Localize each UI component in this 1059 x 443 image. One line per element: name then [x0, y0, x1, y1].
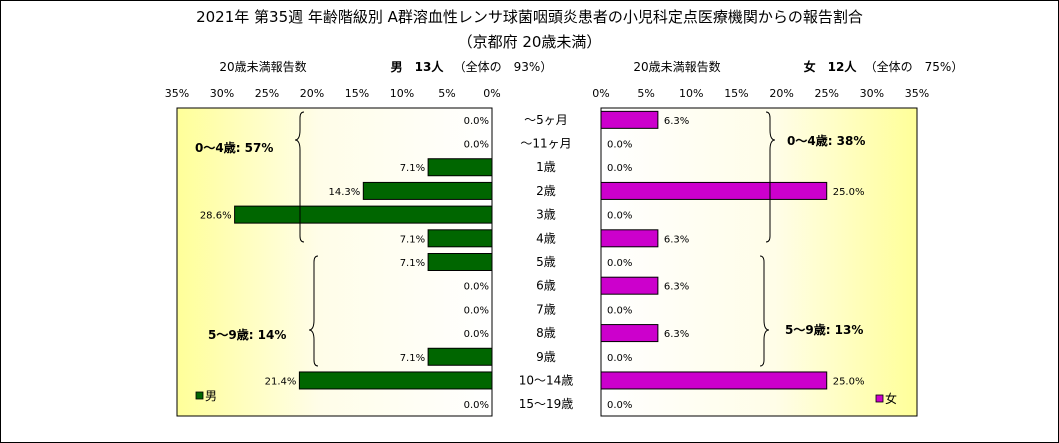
female-axis-tick: 0% — [592, 87, 609, 100]
male-data-label: 0.0% — [464, 140, 489, 151]
male-axis-tick: 35% — [165, 87, 189, 100]
male-data-label: 7.1% — [400, 163, 425, 174]
female-axis-tick: 5% — [637, 87, 654, 100]
male-axis-tick: 15% — [345, 87, 369, 100]
female-header-label: 20歳未満報告数 — [633, 59, 720, 74]
male-data-label: 0.0% — [464, 116, 489, 127]
male-data-label: 0.0% — [464, 305, 489, 316]
male-axis-tick: 25% — [255, 87, 279, 100]
female-legend-swatch — [875, 394, 884, 403]
category-label: 6歳 — [536, 279, 556, 293]
female-data-label: 6.3% — [664, 329, 689, 340]
female-axis-tick: 25% — [814, 87, 838, 100]
female-bracket-0-4 — [765, 111, 776, 243]
male-axis-tick: 5% — [438, 87, 455, 100]
female-bar — [600, 181, 828, 200]
category-label: 10～14歳 — [519, 373, 574, 387]
male-bar — [427, 253, 493, 271]
male-header-label: 20歳未満報告数 — [219, 59, 306, 74]
female-annot-0-4: 0～4歳: 38% — [787, 133, 865, 148]
female-axis-tick: 10% — [679, 87, 703, 100]
male-axis-tick: 30% — [210, 87, 234, 100]
category-label: 5歳 — [536, 255, 556, 269]
male-data-label: 0.0% — [464, 282, 489, 293]
male-annot-0-4: 0～4歳: 57% — [195, 140, 273, 155]
female-bar — [600, 324, 659, 343]
female-bar — [600, 229, 659, 248]
female-header-note: （全体の 75%） — [865, 59, 964, 74]
male-bar — [298, 371, 493, 390]
category-label: 1歳 — [536, 160, 556, 174]
female-bracket-5-9 — [759, 255, 770, 367]
female-plot-area — [600, 107, 918, 417]
category-label: ～11ヶ月 — [520, 137, 571, 151]
category-label: 3歳 — [536, 208, 556, 222]
female-data-label: 0.0% — [607, 258, 632, 269]
male-axis-tick: 10% — [390, 87, 414, 100]
female-axis-tick: 35% — [905, 87, 929, 100]
male-header-note: （全体の 93%） — [454, 59, 553, 74]
male-data-label: 7.1% — [400, 258, 425, 269]
male-bracket-0-4 — [294, 111, 305, 243]
category-label: 15～19歳 — [519, 397, 574, 411]
male-data-label: 28.6% — [200, 211, 232, 222]
male-data-label: 0.0% — [464, 329, 489, 340]
female-legend-label: 女 — [885, 391, 897, 406]
male-bar — [427, 158, 493, 177]
chart-title: 2021年 第35週 年齢階級別 A群溶血性レンサ球菌咽頭炎患者の小児科定点医療… — [196, 8, 863, 26]
female-data-label: 6.3% — [664, 234, 689, 245]
female-data-label: 25.0% — [833, 187, 865, 198]
female-data-label: 25.0% — [833, 376, 865, 387]
male-bar — [427, 229, 493, 248]
male-annot-5-9: 5～9歳: 14% — [208, 327, 286, 342]
male-data-label: 7.1% — [400, 234, 425, 245]
female-axis-tick: 30% — [860, 87, 884, 100]
male-header-count: 男 13人 — [391, 59, 445, 74]
female-data-label: 0.0% — [607, 140, 632, 151]
category-label: 4歳 — [536, 231, 556, 245]
female-axis-tick: 20% — [769, 87, 793, 100]
male-axis-tick: 20% — [300, 87, 324, 100]
male-bar — [427, 347, 493, 366]
category-label: 7歳 — [536, 302, 556, 316]
chart-subtitle: （京都府 20歳未満） — [457, 33, 602, 51]
female-axis-tick: 15% — [724, 87, 748, 100]
female-data-label: 0.0% — [607, 400, 632, 411]
male-data-label: 7.1% — [400, 353, 425, 364]
male-data-label: 21.4% — [265, 376, 297, 387]
female-data-label: 6.3% — [664, 282, 689, 293]
female-data-label: 0.0% — [607, 163, 632, 174]
female-bar — [600, 276, 659, 295]
category-label: 2歳 — [536, 184, 556, 198]
male-legend-swatch — [195, 391, 204, 400]
female-data-label: 0.0% — [607, 305, 632, 316]
category-label: 8歳 — [536, 326, 556, 340]
female-header-count: 女 12人 — [804, 59, 858, 74]
female-annot-5-9: 5～9歳: 13% — [785, 322, 863, 337]
male-data-label: 0.0% — [464, 400, 489, 411]
female-data-label: 6.3% — [664, 116, 689, 127]
female-bar — [600, 110, 659, 129]
female-bar — [600, 371, 828, 390]
female-data-label: 0.0% — [607, 211, 632, 222]
male-legend-label: 男 — [205, 389, 217, 403]
female-data-label: 0.0% — [607, 353, 632, 364]
male-bracket-5-9 — [308, 255, 319, 367]
category-label: 9歳 — [536, 350, 556, 364]
male-data-label: 14.3% — [329, 187, 361, 198]
male-bar — [362, 181, 493, 200]
category-label: ～5ヶ月 — [524, 113, 568, 127]
male-bar — [234, 205, 493, 224]
male-axis-tick: 0% — [483, 87, 500, 100]
